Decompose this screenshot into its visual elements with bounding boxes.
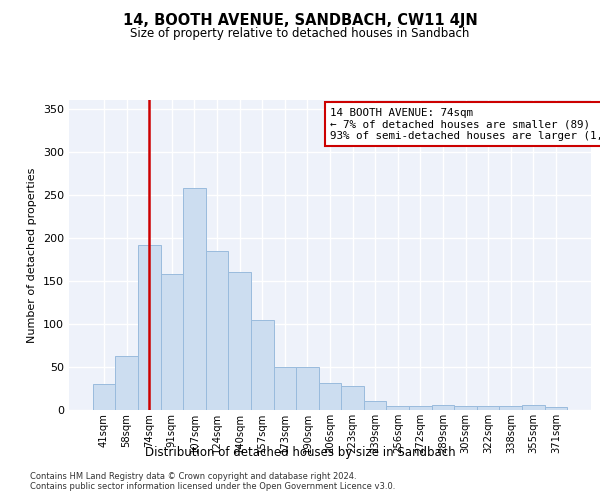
Text: Size of property relative to detached houses in Sandbach: Size of property relative to detached ho… xyxy=(130,28,470,40)
Text: Contains public sector information licensed under the Open Government Licence v3: Contains public sector information licen… xyxy=(30,482,395,491)
Bar xyxy=(477,406,499,410)
Bar xyxy=(545,406,567,410)
Bar xyxy=(93,384,115,410)
Bar xyxy=(522,405,545,410)
Text: 14, BOOTH AVENUE, SANDBACH, CW11 4JN: 14, BOOTH AVENUE, SANDBACH, CW11 4JN xyxy=(122,12,478,28)
Bar xyxy=(229,272,251,410)
Bar xyxy=(341,386,364,410)
Bar xyxy=(386,406,409,410)
Bar xyxy=(183,188,206,410)
Bar xyxy=(499,406,522,410)
Text: Distribution of detached houses by size in Sandbach: Distribution of detached houses by size … xyxy=(145,446,455,459)
Bar xyxy=(364,402,386,410)
Bar xyxy=(431,405,454,410)
Bar xyxy=(206,250,229,410)
Text: 14 BOOTH AVENUE: 74sqm
← 7% of detached houses are smaller (89)
93% of semi-deta: 14 BOOTH AVENUE: 74sqm ← 7% of detached … xyxy=(330,108,600,141)
Bar xyxy=(161,274,183,410)
Bar xyxy=(319,384,341,410)
Bar xyxy=(296,367,319,410)
Y-axis label: Number of detached properties: Number of detached properties xyxy=(28,168,37,342)
Bar xyxy=(115,356,138,410)
Bar xyxy=(409,406,431,410)
Bar xyxy=(454,406,477,410)
Bar xyxy=(138,244,161,410)
Text: Contains HM Land Registry data © Crown copyright and database right 2024.: Contains HM Land Registry data © Crown c… xyxy=(30,472,356,481)
Bar xyxy=(274,367,296,410)
Bar xyxy=(251,320,274,410)
